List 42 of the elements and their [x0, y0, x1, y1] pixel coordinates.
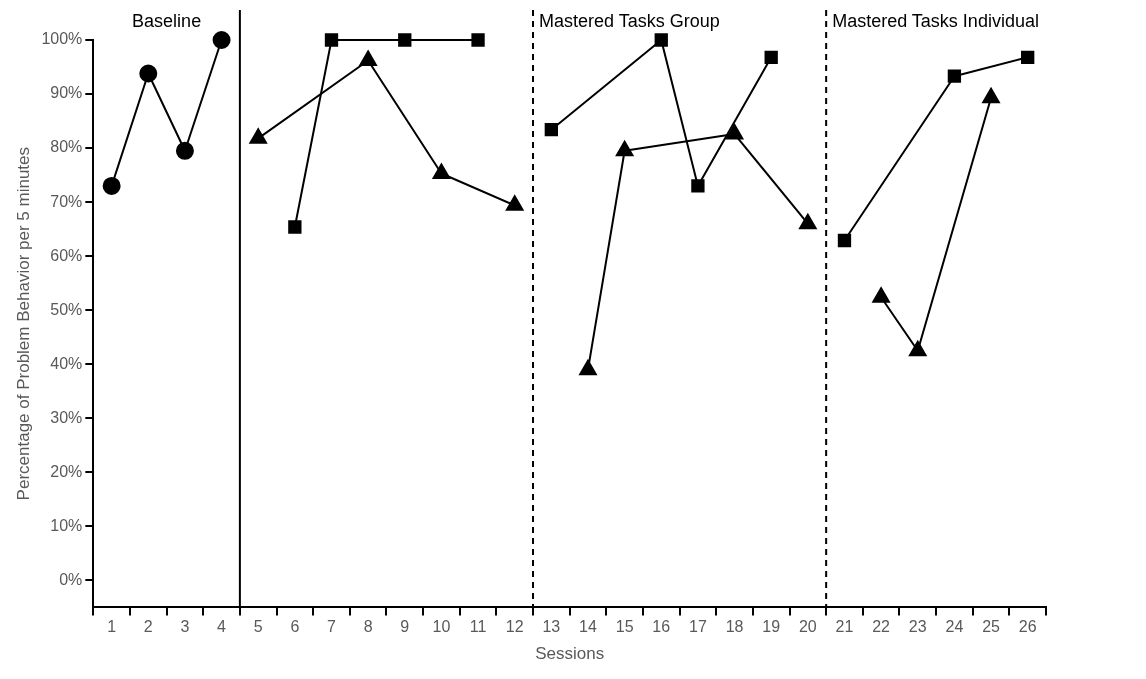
x-tick-label: 11 — [469, 618, 487, 636]
y-tick-label: 100% — [41, 30, 83, 48]
x-tick-label: 3 — [180, 618, 190, 636]
x-tick-label: 10 — [432, 618, 451, 636]
y-tick-label: 90% — [50, 84, 83, 102]
x-tick-label: 2 — [143, 618, 153, 636]
x-tick-label: 23 — [908, 618, 927, 636]
y-axis-title: Percentage of Problem Behavior per 5 minutes — [13, 146, 33, 501]
y-tick-label: 0% — [59, 570, 83, 588]
y-tick-label: 80% — [50, 138, 83, 156]
x-tick-label: 6 — [290, 618, 300, 636]
x-tick-label: 22 — [872, 618, 891, 636]
y-tick-label: 50% — [50, 300, 83, 318]
y-tick-label: 70% — [50, 192, 83, 210]
x-tick-label: 4 — [217, 618, 227, 636]
y-tick-label: 10% — [50, 516, 83, 534]
x-tick-label: 1 — [107, 618, 117, 636]
y-tick-label: 60% — [50, 246, 83, 264]
x-tick-label: 24 — [945, 618, 964, 636]
x-tick-label: 18 — [725, 618, 744, 636]
text: Mastered Tasks Individual — [832, 10, 1039, 31]
text: Baseline — [132, 10, 202, 31]
x-tick-label: 26 — [1018, 618, 1037, 636]
x-tick-label: 19 — [762, 618, 781, 636]
x-tick-label: 8 — [363, 618, 373, 636]
x-tick-label: 21 — [835, 618, 854, 636]
x-tick-label: 20 — [798, 618, 817, 636]
x-tick-label: 17 — [689, 618, 707, 636]
y-tick-label: 20% — [50, 462, 83, 480]
text: Mastered Tasks Group — [539, 10, 720, 31]
x-tick-label: 16 — [652, 618, 671, 636]
x-tick-label: 25 — [982, 618, 1001, 636]
x-axis-title: Sessions — [535, 644, 605, 664]
x-tick-label: 15 — [615, 618, 634, 636]
x-tick-label: 12 — [505, 618, 524, 636]
x-tick-label: 5 — [253, 618, 263, 636]
x-tick-label: 13 — [542, 618, 561, 636]
x-tick-label: 7 — [327, 618, 337, 636]
y-tick-label: 30% — [50, 408, 83, 426]
x-tick-label: 9 — [400, 618, 410, 636]
x-tick-label: 14 — [579, 618, 597, 636]
y-tick-label: 40% — [50, 354, 83, 372]
